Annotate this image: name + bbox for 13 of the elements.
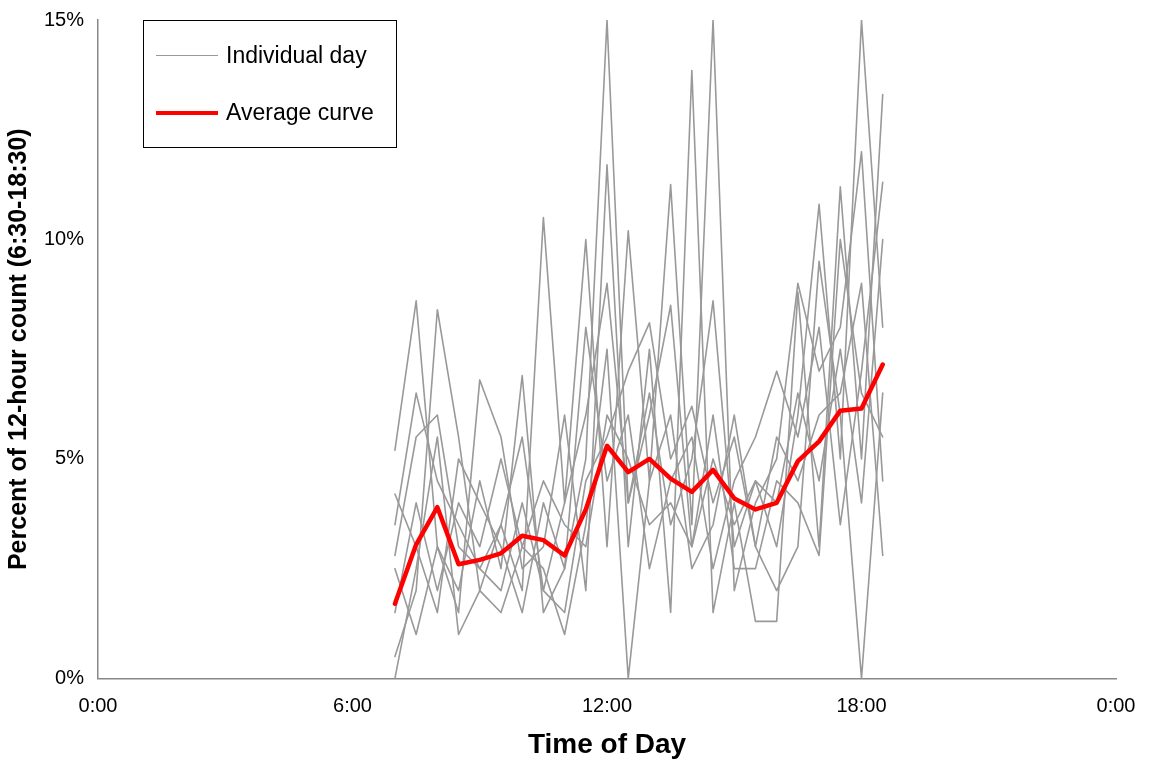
x-axis-title: Time of Day	[527, 727, 687, 759]
legend-label: Average curve	[226, 99, 374, 126]
y-axis-title: Percent of 12-hour count (6:30-18:30)	[2, 128, 31, 571]
x-tick-label: 18:00	[836, 693, 887, 716]
y-tick-label: 15%	[44, 7, 85, 30]
y-tick-label: 0%	[55, 665, 85, 688]
legend-label: Individual day	[226, 42, 367, 69]
y-tick-label: 10%	[44, 226, 85, 249]
x-tick-label: 0:00	[1096, 693, 1136, 716]
x-tick-label: 6:00	[333, 693, 372, 716]
y-tick-label: 5%	[55, 446, 85, 469]
x-tick-label: 0:00	[78, 693, 118, 716]
x-tick-label: 12:00	[581, 693, 633, 716]
